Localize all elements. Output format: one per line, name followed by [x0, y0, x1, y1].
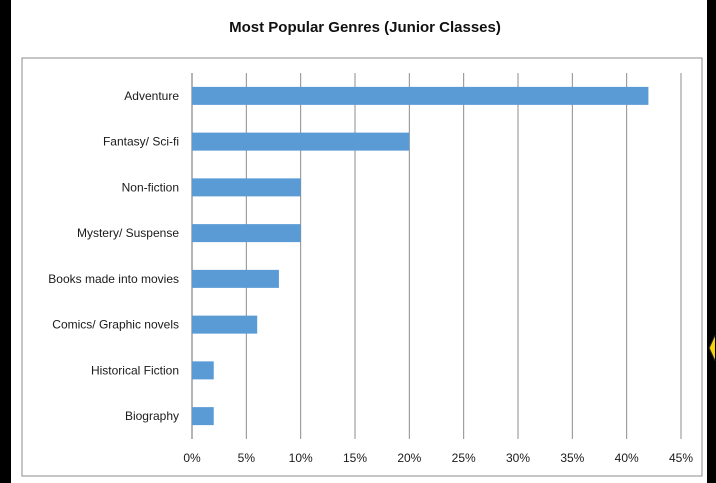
- bar: [192, 224, 301, 243]
- gridlines: [191, 73, 682, 439]
- bar: [192, 178, 301, 197]
- category-label: Comics/ Graphic novels: [52, 318, 179, 332]
- category-label: Adventure: [124, 89, 179, 103]
- category-label: Books made into movies: [48, 272, 179, 286]
- collapse-arrow-icon: [708, 334, 716, 362]
- bar: [192, 269, 279, 288]
- x-tick-labels: 0% 5% 10% 15% 20% 25% 30% 35% 40% 45%: [183, 451, 693, 465]
- category-label: Biography: [125, 409, 179, 423]
- right-frame-border: [707, 0, 716, 483]
- x-tick-label: 5%: [238, 451, 256, 465]
- category-label: Mystery/ Suspense: [77, 226, 179, 240]
- bars: [192, 86, 649, 426]
- x-tick-label: 35%: [560, 451, 584, 465]
- bar: [192, 407, 214, 426]
- x-tick-label: 30%: [506, 451, 530, 465]
- chart-title: Most Popular Genres (Junior Classes): [229, 19, 501, 36]
- bar: [192, 132, 410, 151]
- x-tick-label: 15%: [343, 451, 367, 465]
- bar: [192, 86, 649, 105]
- category-label: Non-fiction: [122, 180, 179, 194]
- bar: [192, 315, 258, 334]
- x-tick-label: 10%: [289, 451, 313, 465]
- x-tick-label: 20%: [397, 451, 421, 465]
- category-label: Fantasy/ Sci-fi: [103, 135, 179, 149]
- x-tick-label: 40%: [615, 451, 639, 465]
- x-tick-label: 25%: [452, 451, 476, 465]
- left-frame-border: [0, 0, 11, 483]
- category-labels: Adventure Fantasy/ Sci-fi Non-fiction Myste…: [48, 89, 179, 423]
- category-label: Historical Fiction: [91, 363, 179, 377]
- x-tick-label: 45%: [669, 451, 693, 465]
- x-tick-label: 0%: [183, 451, 201, 465]
- bar: [192, 361, 214, 380]
- plot-area-border: [21, 57, 703, 477]
